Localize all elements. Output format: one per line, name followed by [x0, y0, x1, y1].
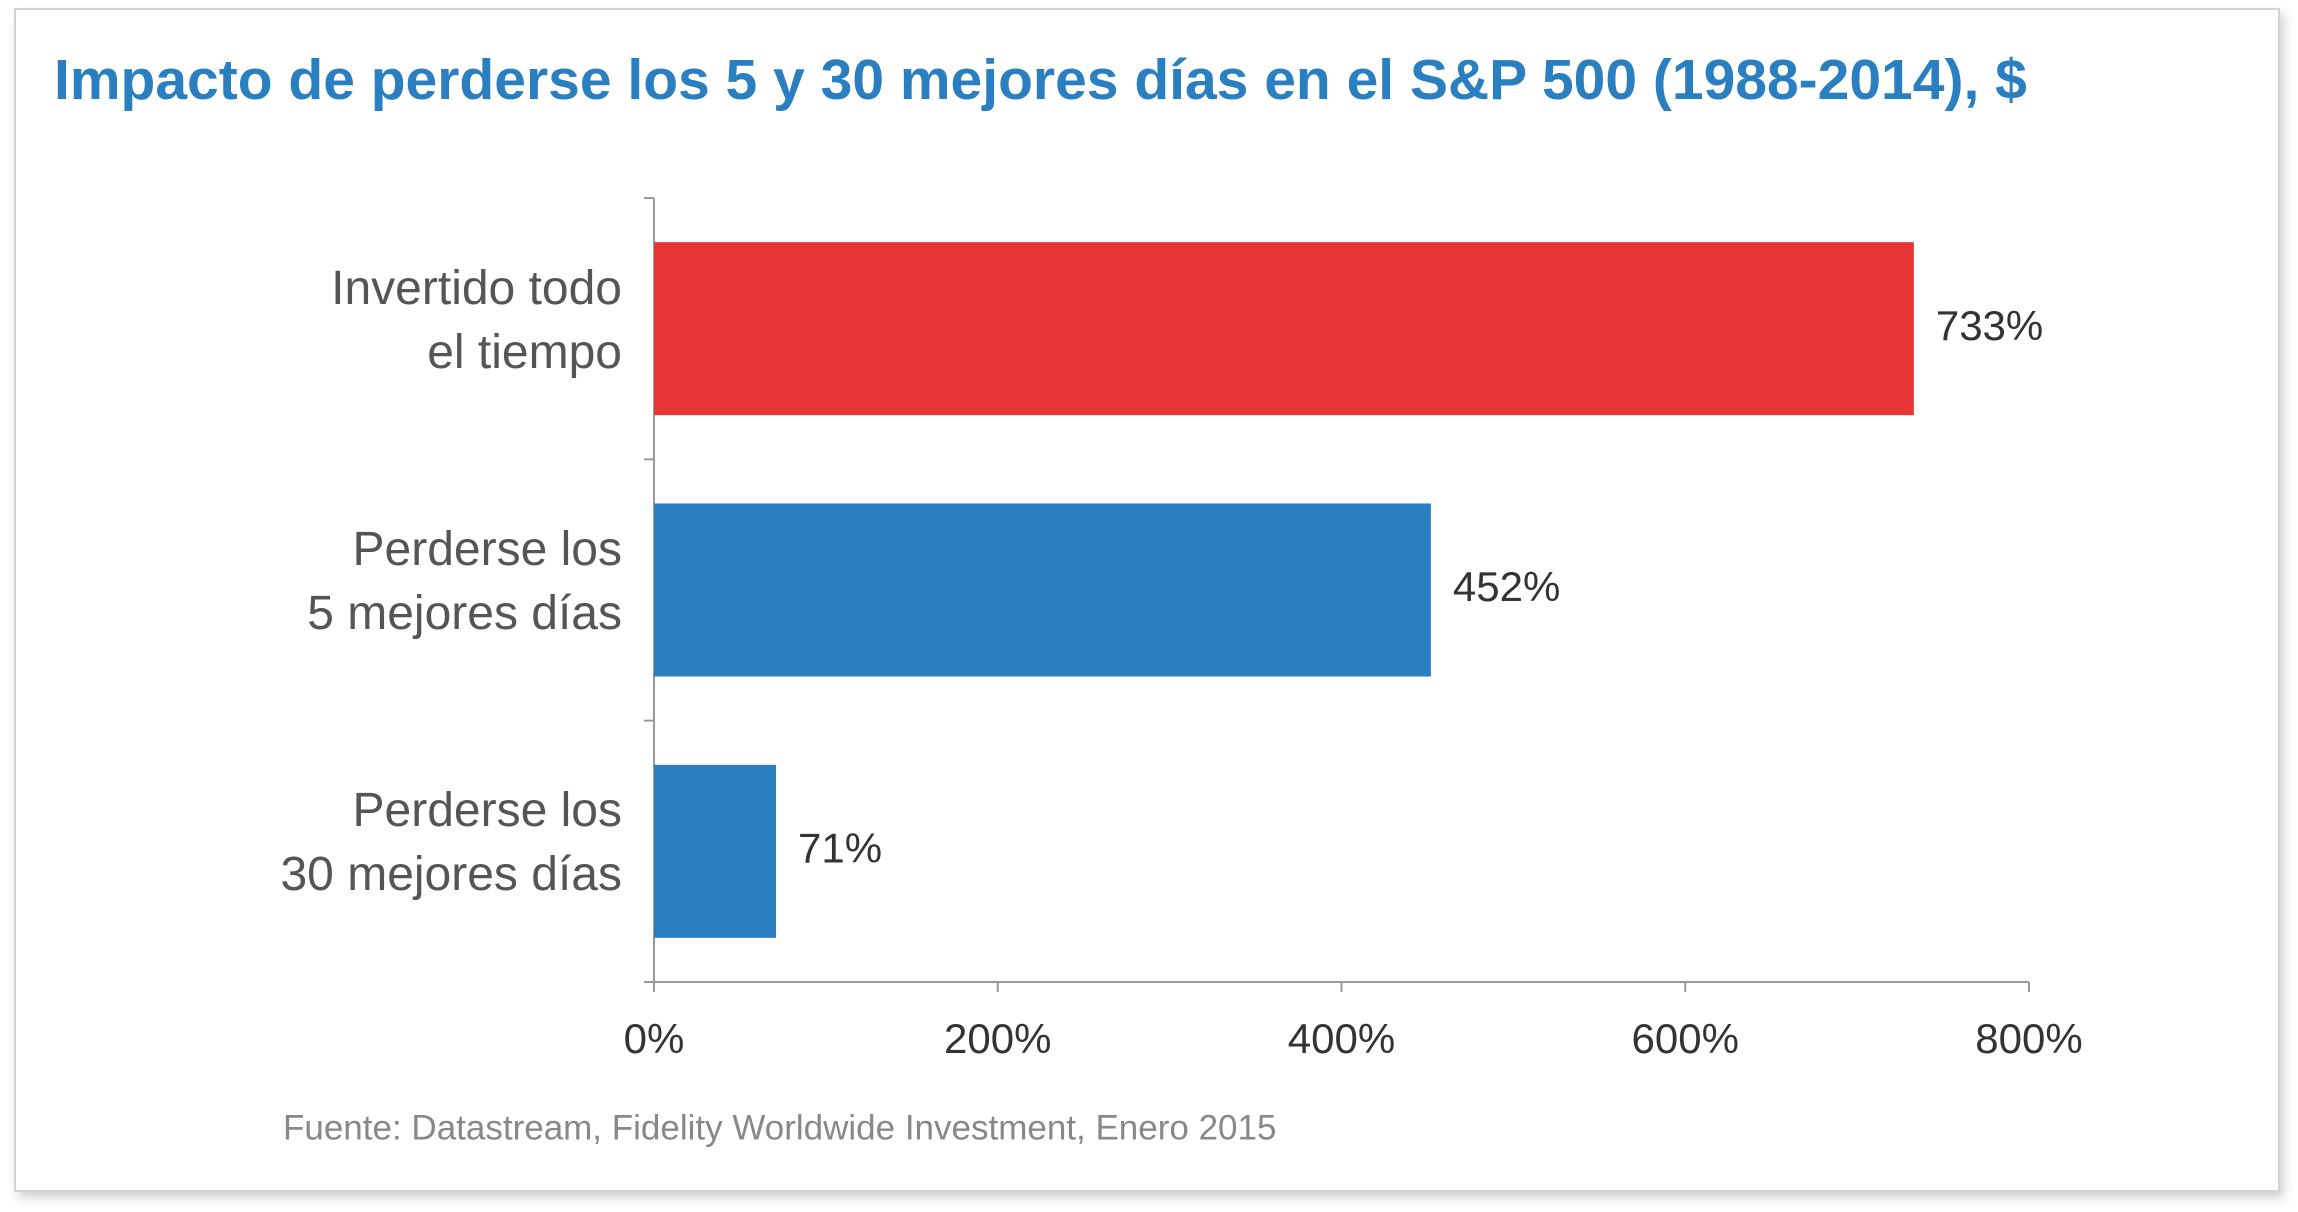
value-label: 71% — [798, 824, 882, 871]
x-tick-label: 400% — [1288, 1015, 1395, 1062]
category-label: Perderse los 5 mejores días — [307, 523, 622, 640]
x-tick-label: 800% — [1975, 1015, 2082, 1062]
bar — [654, 242, 1914, 416]
bar — [654, 503, 1431, 677]
category-label: Perderse los 30 mejores días — [280, 784, 622, 902]
source-note: Fuente: Datastream, Fidelity Worldwide I… — [283, 1108, 1276, 1147]
category-label: Invertido todo el tiempo — [331, 261, 622, 379]
value-label: 452% — [1453, 563, 1560, 610]
x-tick-label: 0% — [624, 1015, 685, 1062]
x-tick-label: 600% — [1632, 1015, 1739, 1062]
value-label: 733% — [1936, 302, 2043, 349]
x-tick-label: 200% — [944, 1015, 1051, 1062]
chart-title: Impacto de perderse los 5 y 30 mejores d… — [54, 48, 2027, 112]
bar — [654, 764, 777, 938]
